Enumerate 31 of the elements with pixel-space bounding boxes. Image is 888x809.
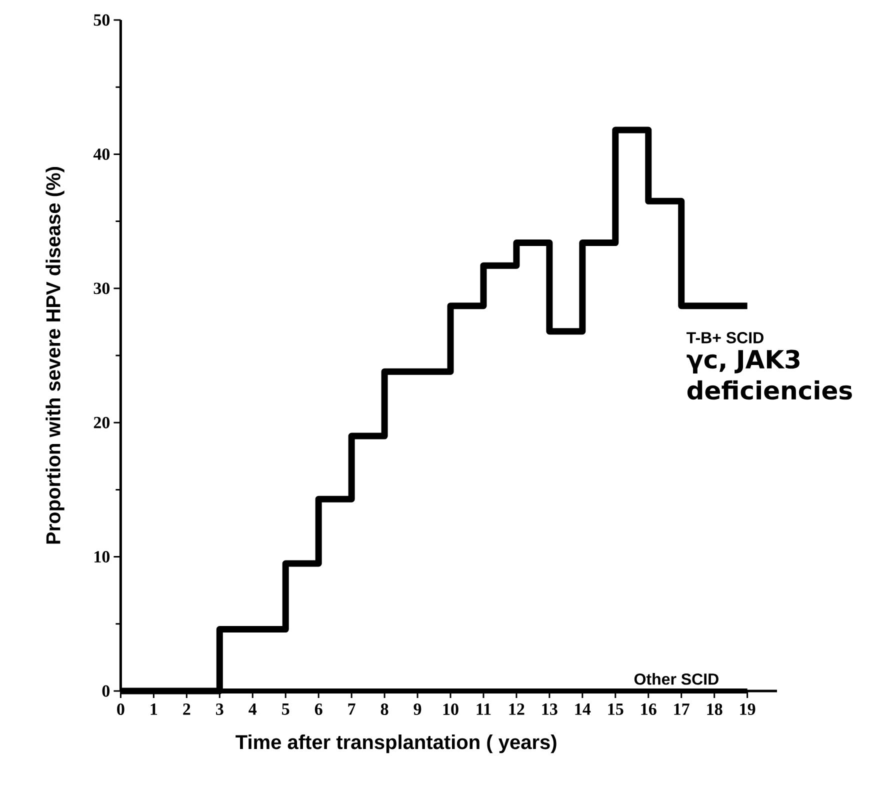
x-tick-label: 17 — [674, 704, 690, 715]
x-tick-label: 14 — [575, 704, 591, 715]
x-tick-label: 1 — [150, 704, 158, 715]
y-tick-label: 20 — [94, 416, 110, 428]
series-label: Other SCID — [634, 673, 718, 685]
series-label: T-B+ SCID — [686, 332, 764, 344]
y-tick-label: 30 — [94, 282, 110, 294]
x-tick-label: 13 — [542, 704, 558, 715]
x-tick-label: 10 — [443, 704, 458, 715]
annotation: γc, JAK3 deficiencies — [686, 350, 852, 400]
x-tick-label: 0 — [117, 704, 124, 715]
x-tick-label: 6 — [314, 704, 322, 715]
y-tick-label: 50 — [94, 14, 110, 26]
x-tick-label: 11 — [476, 704, 491, 715]
x-tick-label: 8 — [380, 704, 388, 715]
x-tick-label: 2 — [183, 704, 190, 715]
x-axis-title: Time after transplantation ( years) — [236, 734, 556, 754]
x-tick-label: 9 — [414, 704, 422, 715]
y-tick-label: 10 — [94, 551, 110, 563]
x-tick-label: 19 — [740, 704, 756, 715]
x-tick-label: 3 — [216, 704, 224, 715]
y-axis-title: Proportion with severe HPV disease (%) — [46, 167, 64, 544]
x-tick-label: 15 — [608, 704, 624, 715]
x-tick-label: 5 — [282, 704, 290, 715]
y-tick-label: 0 — [102, 685, 110, 697]
x-tick-label: 4 — [248, 704, 257, 715]
x-tick-label: 12 — [509, 704, 524, 715]
x-tick-label: 7 — [348, 704, 356, 715]
y-tick-label: 40 — [93, 148, 110, 160]
x-tick-label: 18 — [707, 704, 722, 715]
x-tick-label: 16 — [641, 704, 656, 715]
